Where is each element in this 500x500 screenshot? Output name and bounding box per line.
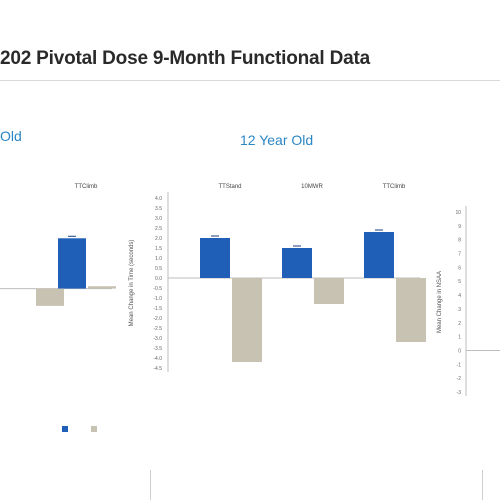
bar-series0-1 [58, 238, 86, 289]
y-tick-label: 3.5 [155, 206, 162, 212]
bar-series0-0 [200, 238, 230, 278]
y-tick-label: -1.5 [153, 306, 162, 312]
title-divider [0, 80, 500, 81]
y-tick-label: 1.5 [155, 246, 162, 252]
y-tick-label: 8 [458, 238, 461, 244]
y-tick-label: -3.5 [153, 346, 162, 352]
category-label: TTClimb [75, 184, 98, 190]
y-tick-label: 0.5 [155, 266, 162, 272]
y-tick-label: -3 [457, 390, 462, 396]
category-label: TTClimb [383, 184, 406, 190]
category-label: TTStand [218, 184, 241, 190]
y-tick-label: 2.0 [155, 236, 162, 242]
legend-item-treatment [62, 426, 72, 432]
y-axis-label: Mean Change in NSAA [437, 271, 443, 333]
y-tick-label: -4.0 [153, 356, 162, 362]
legend-swatch-comparator [91, 426, 98, 432]
y-tick-label: -2.0 [153, 316, 162, 322]
y-tick-label: -1.0 [153, 296, 162, 302]
bar-series0-1 [282, 248, 312, 278]
y-tick-label: 4.0 [155, 196, 162, 202]
y-tick-label: -1 [457, 362, 462, 368]
y-tick-label: 9 [458, 224, 461, 230]
legend-swatch-treatment [62, 426, 68, 432]
y-tick-label: -3.0 [153, 336, 162, 342]
legend-item-comparator [91, 426, 101, 432]
y-tick-label: 7 [458, 252, 461, 258]
y-tick-label: 1.0 [155, 256, 162, 262]
bar-series1-0 [232, 278, 262, 362]
category-label: 10MWR [301, 184, 323, 190]
bar-series0-2 [364, 232, 394, 278]
frame-edge-right [482, 470, 483, 500]
bar-series1-2 [396, 278, 426, 342]
y-tick-label: 2 [458, 321, 461, 327]
slide-title: 202 Pivotal Dose 9-Month Functional Data [0, 48, 370, 69]
y-tick-label: 3 [458, 307, 461, 313]
y-tick-label: -4.5 [153, 366, 162, 372]
y-tick-label: 3.0 [155, 216, 162, 222]
bar-series1-1 [88, 286, 116, 289]
y-tick-label: 6 [458, 265, 461, 271]
frame-edge-left [150, 470, 151, 500]
y-tick-label: 1 [458, 335, 461, 341]
y-tick-label: 10 [455, 210, 461, 216]
y-axis-label: Mean Change in Time (seconds) [129, 240, 135, 327]
bar-series1-1 [314, 278, 344, 304]
y-tick-label: 0.0 [155, 276, 162, 282]
y-tick-label: 4 [458, 293, 461, 299]
panel-heading-center: 12 Year Old [240, 132, 314, 148]
legend [62, 426, 119, 438]
y-tick-label: -0.5 [153, 286, 162, 292]
y-tick-label: 0 [458, 348, 461, 354]
panel-heading-left: Old [0, 128, 22, 144]
y-tick-label: -2 [457, 376, 462, 382]
y-tick-label: 5 [458, 279, 461, 285]
y-tick-label: 2.5 [155, 226, 162, 232]
y-tick-label: -2.5 [153, 326, 162, 332]
bar-series1-0 [36, 288, 64, 306]
